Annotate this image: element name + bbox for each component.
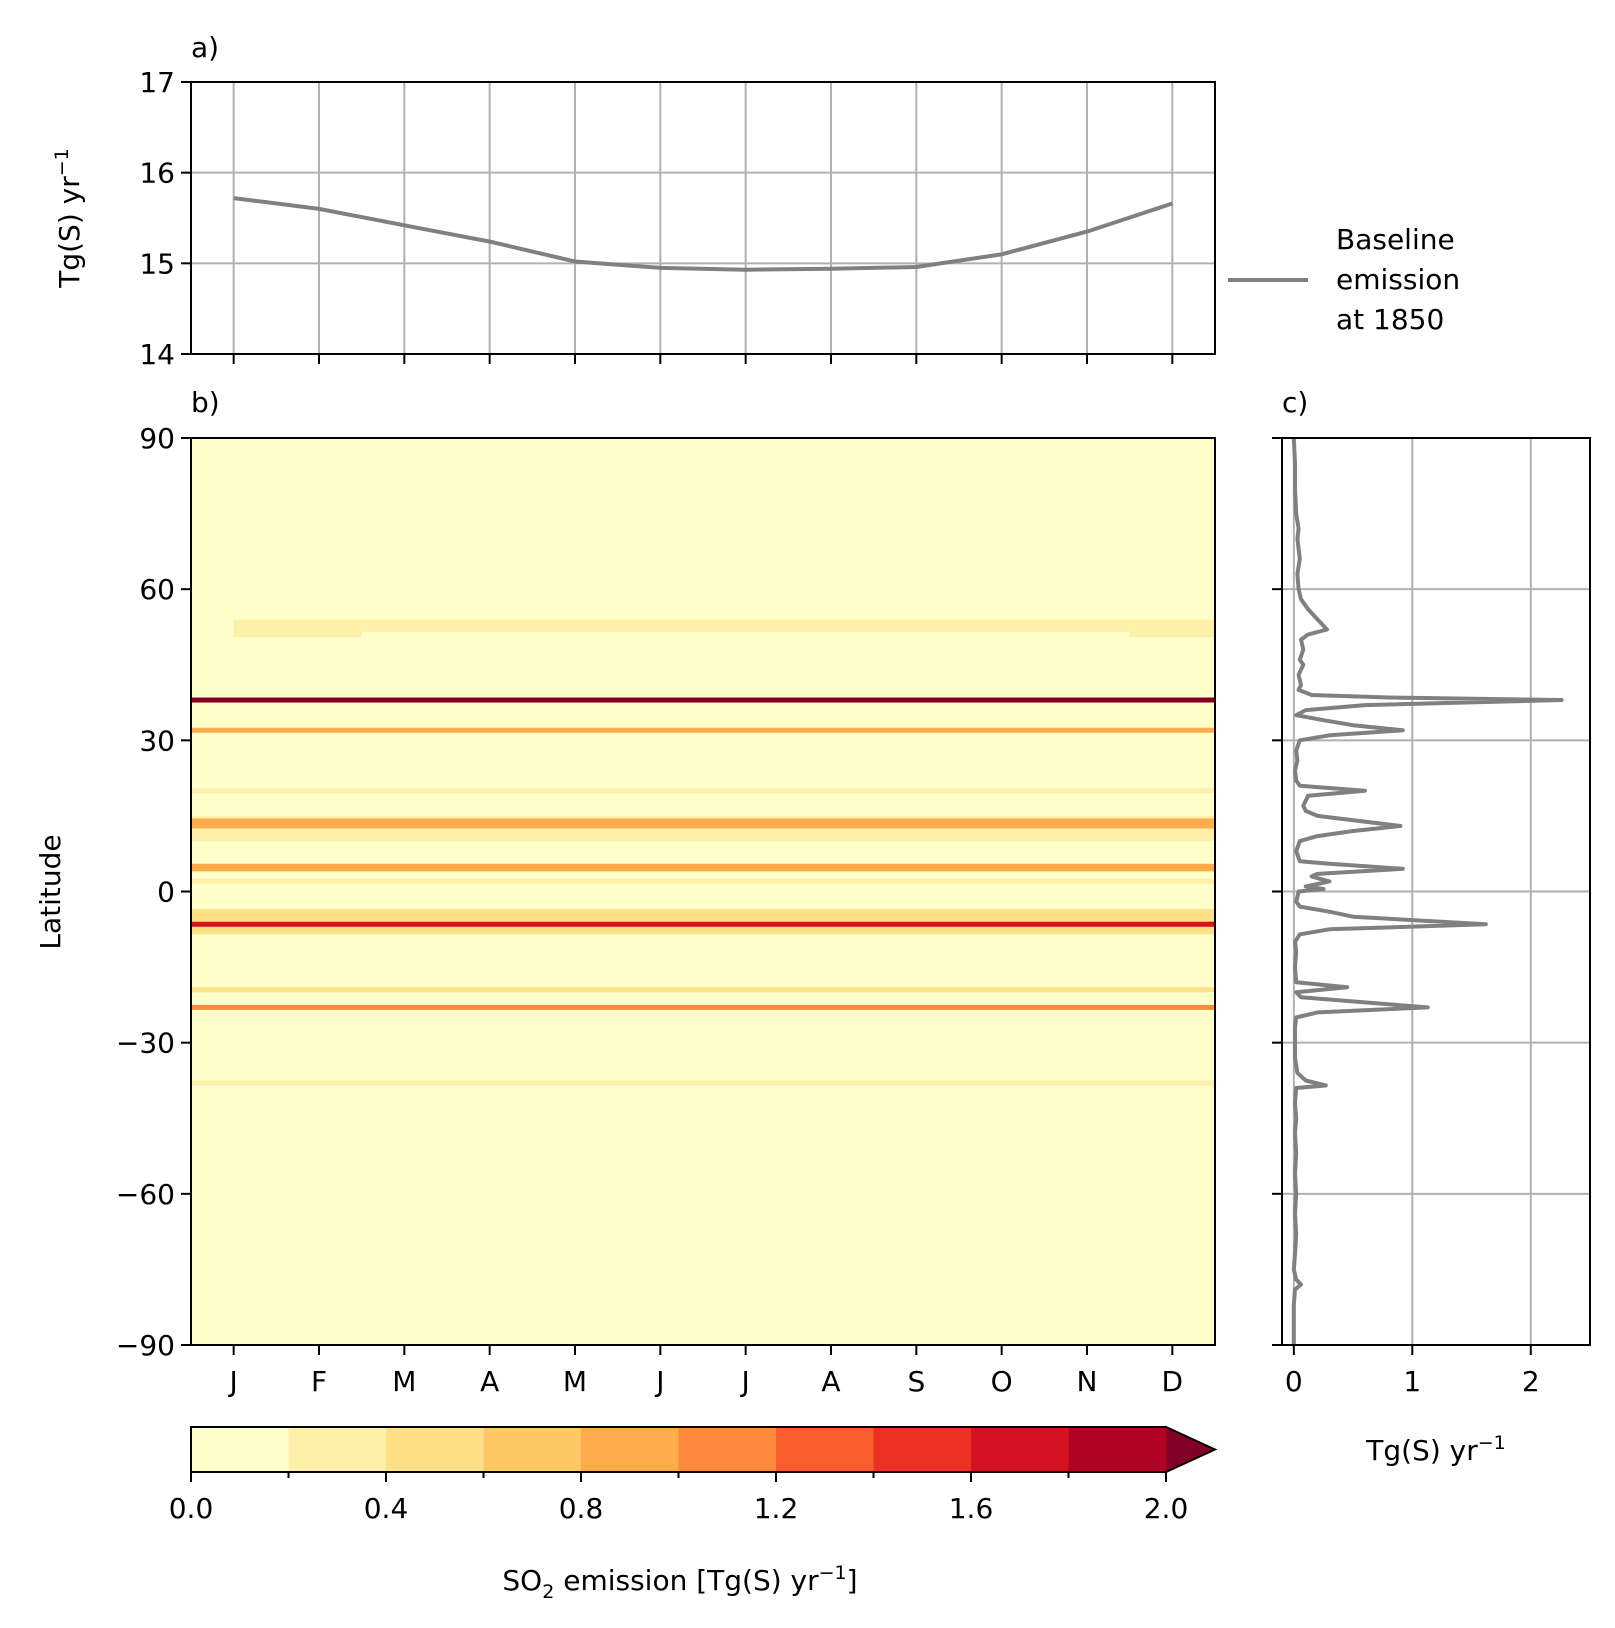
- panel-b: b) 90 60 30 0 −30 −60 −90 J F M A M J J A S O N D Latitud…: [34, 386, 1216, 1398]
- colorbar-swatch: [873, 1427, 972, 1472]
- panel-b-ylabel: Latitude: [34, 834, 67, 949]
- panel-c-xticks: 0 1 2: [1285, 1345, 1540, 1398]
- panel-b-xtick-label: S: [907, 1365, 925, 1398]
- heatmap-band: [191, 727, 1215, 733]
- panel-a: a) 14 15 16 17 Tg(S) yr−1 Baseline emission…: [51, 31, 1460, 371]
- colorbar-label: SO2 emission [Tg(S) yr−1]: [502, 1562, 857, 1603]
- panel-a-ytick-label: 15: [139, 247, 175, 280]
- panel-c-label: c): [1282, 386, 1308, 419]
- panel-b-ytick-label: 90: [139, 422, 175, 455]
- heatmap-band: [191, 788, 1215, 794]
- colorbar-swatch: [776, 1427, 874, 1472]
- panel-b-xtick-label: J: [228, 1365, 238, 1398]
- panel-b-heatmap: [191, 438, 1215, 1345]
- colorbar-swatch: [483, 1427, 582, 1472]
- panel-b-ytick-label: −90: [116, 1329, 175, 1362]
- colorbar-swatch: [191, 1427, 289, 1472]
- colorbar-tick-label: 1.2: [754, 1492, 799, 1525]
- heatmap-band: [233, 619, 362, 638]
- legend-label-line-3: at 1850: [1336, 303, 1444, 336]
- heatmap-band: [191, 921, 1215, 927]
- panel-a-ylabel: Tg(S) yr−1: [51, 148, 86, 289]
- panel-b-xtick-label: M: [392, 1365, 416, 1398]
- panel-b-yticks: 90 60 30 0 −30 −60 −90: [116, 422, 191, 1362]
- panel-a-ytick-label: 16: [139, 157, 175, 190]
- panel-b-xtick-label: J: [740, 1365, 750, 1398]
- heatmap-band: [191, 878, 1215, 884]
- panel-b-xtick-label: J: [654, 1365, 664, 1398]
- panel-b-xtick-label: M: [563, 1365, 587, 1398]
- panel-c-xlabel: Tg(S) yr−1: [1365, 1432, 1506, 1467]
- panel-c-grid: [1282, 438, 1590, 1345]
- panel-b-ytick-label: 60: [139, 573, 175, 606]
- colorbar-extend-arrow: [1166, 1427, 1215, 1472]
- panel-a-label: a): [191, 31, 219, 64]
- heatmap-band: [191, 987, 1215, 993]
- panel-b-ytick-label: 30: [139, 724, 175, 757]
- colorbar-swatch: [678, 1427, 777, 1472]
- panel-b-xtick-label: O: [991, 1365, 1013, 1398]
- panel-b-xtick-label: A: [480, 1365, 499, 1398]
- legend: Baseline emission at 1850: [1228, 223, 1460, 336]
- colorbar: 0.0 0.4 0.8 1.2 1.6 2.0 SO2 emission [Tg(S) y…: [169, 1426, 1218, 1603]
- heatmap-background: [191, 438, 1215, 1345]
- colorbar-tick-label: 0.8: [559, 1492, 604, 1525]
- colorbar-tick-label: 0.0: [169, 1492, 214, 1525]
- colorbar-swatch: [288, 1427, 387, 1472]
- heatmap-band: [1129, 619, 1215, 638]
- colorbar-outline: [190, 1426, 1218, 1473]
- baseline-emission-line: [233, 196, 1173, 272]
- heatmap-band: [361, 619, 1130, 632]
- panel-c-xtick-label: 2: [1522, 1365, 1540, 1398]
- heatmap-band: [191, 818, 1215, 829]
- colorbar-tick-label: 1.6: [949, 1492, 994, 1525]
- panel-b-xtick-label: F: [311, 1365, 327, 1398]
- heatmap-band: [191, 1004, 1215, 1010]
- panel-b-xtick-label: N: [1077, 1365, 1098, 1398]
- legend-label-line-2: emission: [1336, 263, 1460, 296]
- panel-b-ytick-label: 0: [157, 876, 175, 909]
- panel-b-xtick-label: A: [821, 1365, 840, 1398]
- panel-a-ytick-label: 17: [139, 66, 175, 99]
- panel-a-xticks: [232, 354, 1174, 364]
- panel-c-series: [1291, 437, 1564, 1345]
- colorbar-swatch: [581, 1427, 679, 1472]
- panel-c-xtick-label: 0: [1285, 1365, 1303, 1398]
- panel-a-series: [233, 196, 1173, 272]
- colorbar-ticks: 0.0 0.4 0.8 1.2 1.6 2.0: [169, 1472, 1189, 1525]
- colorbar-swatch: [386, 1427, 484, 1472]
- colorbar-tick-label: 2.0: [1144, 1492, 1189, 1525]
- colorbar-tick-label: 0.4: [364, 1492, 409, 1525]
- panel-b-label: b): [191, 386, 220, 419]
- panel-a-grid: [191, 81, 1215, 355]
- heatmap-band: [191, 1080, 1215, 1086]
- legend-label-line-1: Baseline: [1336, 223, 1455, 256]
- colorbar-swatch: [971, 1427, 1069, 1472]
- panel-c-yticks: [1272, 437, 1282, 1346]
- panel-c: c) 0 1 2 Tg(S) yr−1: [1272, 386, 1591, 1467]
- heatmap-band: [191, 697, 1215, 703]
- panel-a-yticks: 14 15 16 17: [139, 66, 191, 371]
- panel-a-frame: [190, 81, 1216, 355]
- panel-b-xtick-label: D: [1162, 1365, 1184, 1398]
- panel-a-ytick-label: 14: [139, 338, 175, 371]
- panel-c-xtick-label: 1: [1403, 1365, 1421, 1398]
- panel-b-ytick-label: −60: [116, 1178, 175, 1211]
- colorbar-swatch: [1068, 1427, 1167, 1472]
- zonal-profile-line: [1291, 437, 1564, 1345]
- panel-b-ytick-label: −30: [116, 1027, 175, 1060]
- heatmap-band: [191, 863, 1215, 872]
- colorbar-swatches: [190, 1426, 1218, 1473]
